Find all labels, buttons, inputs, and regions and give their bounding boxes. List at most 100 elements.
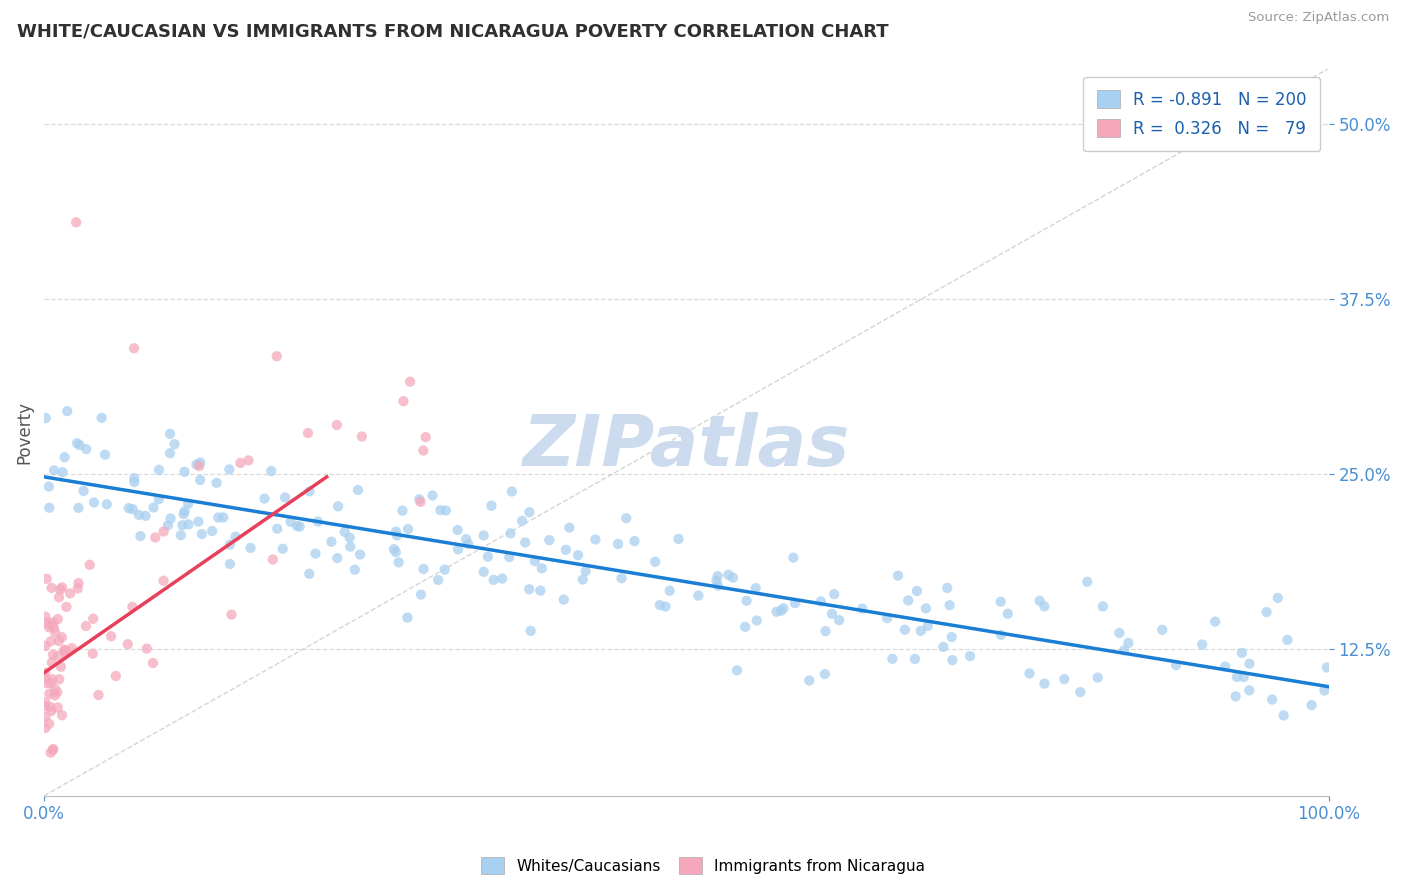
Point — [472, 528, 495, 542]
Point — [83, 495, 105, 509]
Point — [904, 652, 927, 666]
Legend: R = -0.891   N = 200, R =  0.326   N =   79: R = -0.891 N = 200, R = 0.326 N = 79 — [1084, 77, 1320, 151]
Point — [56, 404, 79, 418]
Point — [191, 527, 214, 541]
Point — [688, 589, 710, 603]
Point — [499, 526, 522, 541]
Point — [654, 599, 676, 614]
Point — [614, 511, 637, 525]
Point — [391, 503, 413, 517]
Point — [821, 607, 844, 621]
Point — [799, 673, 821, 688]
Point — [38, 716, 60, 731]
Point — [1069, 685, 1091, 699]
Point — [219, 538, 242, 552]
Point — [285, 519, 308, 533]
Point — [221, 607, 243, 622]
Point — [260, 464, 283, 478]
Point — [412, 443, 434, 458]
Point — [94, 448, 117, 462]
Point — [814, 624, 837, 639]
Point — [173, 507, 195, 521]
Point — [408, 492, 430, 507]
Point — [1261, 692, 1284, 706]
Point — [238, 453, 260, 467]
Point — [170, 528, 193, 542]
Point — [385, 545, 408, 559]
Point — [1233, 670, 1256, 684]
Point — [280, 515, 302, 529]
Point — [49, 659, 72, 673]
Point — [34, 710, 56, 724]
Point — [658, 583, 681, 598]
Point — [567, 548, 589, 562]
Point — [1118, 636, 1140, 650]
Point — [44, 681, 66, 696]
Point — [326, 551, 349, 566]
Point — [894, 623, 917, 637]
Point — [75, 619, 97, 633]
Point — [177, 497, 200, 511]
Point — [35, 411, 58, 425]
Point — [823, 587, 845, 601]
Point — [79, 558, 101, 572]
Point — [706, 574, 728, 588]
Point — [347, 483, 370, 497]
Point — [721, 571, 744, 585]
Point — [938, 598, 960, 612]
Point — [46, 648, 69, 663]
Point — [897, 593, 920, 607]
Point — [644, 555, 666, 569]
Point — [207, 510, 229, 524]
Point — [814, 667, 837, 681]
Point — [1191, 637, 1213, 651]
Point — [343, 563, 366, 577]
Point — [121, 599, 143, 614]
Point — [1033, 676, 1056, 690]
Point — [48, 591, 70, 605]
Point — [519, 624, 541, 638]
Point — [326, 417, 349, 432]
Point — [304, 547, 326, 561]
Point — [67, 500, 90, 515]
Point — [607, 537, 630, 551]
Point — [501, 484, 523, 499]
Point — [1256, 605, 1278, 619]
Point — [39, 676, 62, 690]
Point — [610, 571, 633, 585]
Point — [1230, 646, 1253, 660]
Point — [1076, 574, 1098, 589]
Point — [34, 665, 56, 680]
Point — [51, 630, 73, 644]
Point — [218, 462, 240, 476]
Point — [262, 552, 284, 566]
Point — [339, 540, 361, 554]
Point — [523, 554, 546, 568]
Point — [60, 641, 83, 656]
Point — [554, 542, 576, 557]
Point — [851, 601, 873, 615]
Point — [124, 475, 146, 489]
Point — [35, 615, 58, 630]
Point — [159, 446, 181, 460]
Point — [65, 215, 87, 229]
Point — [772, 601, 794, 615]
Point — [173, 465, 195, 479]
Legend: Whites/Caucasians, Immigrants from Nicaragua: Whites/Caucasians, Immigrants from Nicar… — [475, 851, 931, 880]
Point — [997, 607, 1019, 621]
Point — [538, 533, 561, 548]
Point — [399, 375, 422, 389]
Point — [288, 519, 311, 533]
Point — [941, 653, 963, 667]
Point — [396, 610, 419, 624]
Point — [39, 746, 62, 760]
Point — [917, 619, 939, 633]
Point — [187, 515, 209, 529]
Point — [143, 531, 166, 545]
Point — [498, 549, 520, 564]
Point — [1277, 632, 1299, 647]
Point — [41, 673, 63, 687]
Point — [59, 586, 82, 600]
Point — [34, 672, 56, 686]
Point — [575, 564, 598, 578]
